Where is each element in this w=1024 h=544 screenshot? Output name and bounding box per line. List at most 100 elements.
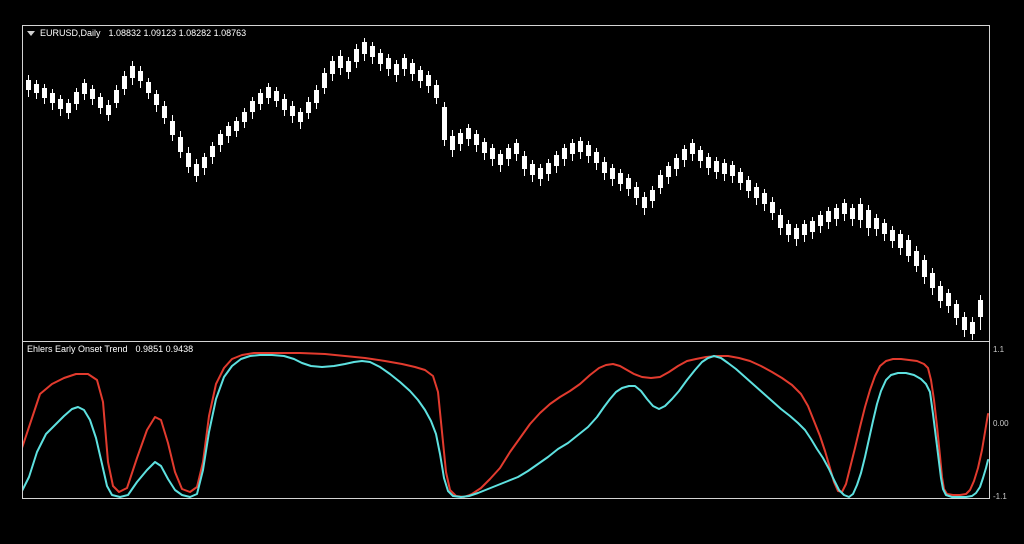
candle-body xyxy=(746,180,751,191)
candle-body xyxy=(810,221,815,232)
candle-body xyxy=(954,304,959,318)
candle-body xyxy=(730,165,735,176)
indicator-values: 0.9851 0.9438 xyxy=(135,344,194,354)
candle-body xyxy=(234,121,239,131)
candle-body xyxy=(850,208,855,219)
price-chart-panel[interactable]: EURUSD,Daily 1.08832 1.09123 1.08282 1.0… xyxy=(23,26,989,341)
candle-body xyxy=(698,150,703,161)
candle-body xyxy=(586,145,591,156)
candlestick-canvas[interactable] xyxy=(23,26,989,341)
candle-body xyxy=(242,112,247,122)
red-line xyxy=(23,352,989,498)
candle-body xyxy=(394,64,399,75)
candle-body xyxy=(970,322,975,334)
candle-body xyxy=(898,234,903,248)
candle-body xyxy=(978,300,983,317)
candle-body xyxy=(370,46,375,57)
candle-body xyxy=(770,202,775,213)
candle-body xyxy=(114,90,119,103)
indicator-canvas[interactable] xyxy=(23,342,989,498)
candle-body xyxy=(26,80,31,90)
candle-body xyxy=(658,175,663,188)
candle-body xyxy=(738,172,743,183)
candle-body xyxy=(210,146,215,157)
candle-body xyxy=(138,71,143,81)
candle-body xyxy=(170,121,175,135)
candle-body xyxy=(146,82,151,93)
candle-body xyxy=(226,126,231,136)
candle-body xyxy=(250,101,255,112)
candle-body xyxy=(50,93,55,103)
candle-body xyxy=(834,208,839,219)
candle-body xyxy=(554,155,559,166)
candle-body xyxy=(794,228,799,239)
candle-body xyxy=(322,73,327,88)
candle-body xyxy=(714,161,719,172)
candle-body xyxy=(818,215,823,226)
candle-body xyxy=(474,134,479,145)
candle-body xyxy=(522,156,527,169)
candle-body xyxy=(434,85,439,98)
candle-body xyxy=(82,83,87,94)
candle-body xyxy=(914,251,919,266)
candle-body xyxy=(66,103,71,113)
candle-body xyxy=(682,149,687,160)
candle-body xyxy=(546,163,551,174)
chart-title-dropdown-icon[interactable] xyxy=(27,30,35,36)
panel-divider[interactable] xyxy=(23,341,989,342)
candle-body xyxy=(906,240,911,256)
candle-body xyxy=(58,99,63,109)
candle-body xyxy=(458,133,463,144)
candle-body xyxy=(786,224,791,235)
candle-body xyxy=(874,218,879,229)
candle-body xyxy=(882,223,887,234)
candle-body xyxy=(650,190,655,201)
candle-body xyxy=(90,89,95,99)
chart-window: EURUSD,Daily 1.08832 1.09123 1.08282 1.0… xyxy=(22,25,990,499)
candle-body xyxy=(690,143,695,154)
candle-body xyxy=(826,211,831,222)
candle-body xyxy=(938,286,943,301)
candle-body xyxy=(330,61,335,74)
candle-body xyxy=(298,112,303,122)
symbol-period-label: EURUSD,Daily xyxy=(40,28,101,38)
chart-title: EURUSD,Daily 1.08832 1.09123 1.08282 1.0… xyxy=(27,28,246,38)
candle-body xyxy=(402,58,407,69)
indicator-panel[interactable]: Ehlers Early Onset Trend 0.9851 0.9438 xyxy=(23,342,989,498)
candle-body xyxy=(218,134,223,145)
candle-body xyxy=(194,164,199,176)
candle-body xyxy=(578,141,583,152)
candle-body xyxy=(642,197,647,208)
candle-body xyxy=(162,106,167,118)
candle-body xyxy=(130,66,135,78)
candle-body xyxy=(266,87,271,98)
indicator-scale-bottom: -1.1 xyxy=(993,492,1007,501)
candle-body xyxy=(426,75,431,86)
candle-body xyxy=(506,148,511,159)
candle-body xyxy=(626,178,631,189)
indicator-name-label: Ehlers Early Onset Trend xyxy=(27,344,128,354)
candle-body xyxy=(98,97,103,108)
indicator-title: Ehlers Early Onset Trend 0.9851 0.9438 xyxy=(27,344,193,354)
ohlc-values: 1.08832 1.09123 1.08282 1.08763 xyxy=(108,28,247,38)
candle-body xyxy=(258,93,263,104)
candle-body xyxy=(890,230,895,241)
candle-body xyxy=(530,164,535,175)
candle-body xyxy=(778,215,783,228)
candle-body xyxy=(618,173,623,184)
candle-body xyxy=(858,204,863,220)
candle-body xyxy=(378,53,383,64)
candle-body xyxy=(562,148,567,159)
candle-body xyxy=(594,152,599,163)
candle-body xyxy=(706,157,711,168)
candle-body xyxy=(450,136,455,150)
candle-body xyxy=(802,224,807,235)
indicator-scale-top: 1.1 xyxy=(993,345,1005,354)
candle-body xyxy=(602,162,607,173)
candle-body xyxy=(538,168,543,179)
candle-body xyxy=(122,76,127,89)
candle-body xyxy=(930,273,935,288)
candle-body xyxy=(946,293,951,306)
candle-body xyxy=(666,166,671,177)
